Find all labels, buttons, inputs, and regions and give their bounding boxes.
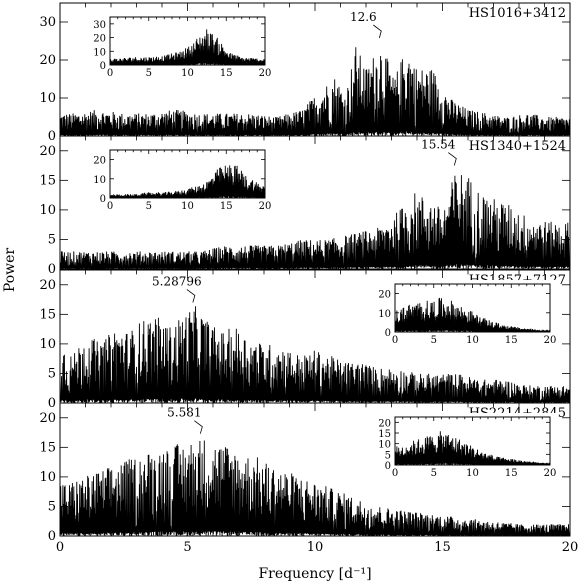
panel-4-x-tick-label: 10 bbox=[307, 540, 324, 555]
panel-2-inset-y-tick-label: 0 bbox=[100, 194, 106, 205]
panel-2-inset-y-tick-label: 10 bbox=[93, 175, 106, 186]
panel-1-y-tick-label: 30 bbox=[39, 15, 56, 30]
panel-1-peak-leader bbox=[373, 24, 382, 39]
panel-1-inset-x-tick-label: 0 bbox=[107, 68, 113, 79]
panel-3-peak-leader bbox=[186, 289, 196, 303]
panel-3-inset: 0 10 20 0 5 10 15 20 bbox=[363, 280, 558, 346]
panel-4-inset-x-tick-label: 0 bbox=[392, 468, 398, 479]
panel-4-inset-y-tick-label: 10 bbox=[378, 440, 391, 451]
panel-2-inset-x-tick-label: 15 bbox=[220, 201, 233, 212]
panel-4-x-tick-label: 20 bbox=[562, 540, 579, 555]
panel-3-peak-label: 5.28796 bbox=[152, 274, 202, 288]
panel-4-spectrum-series bbox=[60, 440, 570, 536]
panel-2-inset-x-tick-label: 10 bbox=[181, 201, 194, 212]
panel-1-inset-x-tick-label: 20 bbox=[259, 68, 272, 79]
panel-2-inset-series bbox=[110, 165, 265, 198]
panel-3-y-tick-label: 10 bbox=[39, 337, 56, 352]
panel-3-inset-x-tick-label: 0 bbox=[392, 335, 398, 346]
panel-4-y-tick-label: 20 bbox=[39, 411, 56, 426]
panel-4-inset-x-tick-label: 20 bbox=[544, 468, 557, 479]
panel-1-inset-x-tick-label: 10 bbox=[181, 68, 194, 79]
panel-1-inset-y-tick-label: 0 bbox=[100, 61, 106, 72]
panel-4-peak-leader bbox=[194, 420, 203, 434]
panel-2-spectrum-series bbox=[60, 175, 570, 269]
panel-2-y-tick-label: 0 bbox=[48, 262, 56, 277]
panel-3-inset-series bbox=[395, 297, 550, 332]
panel-3-inset-x-tick-label: 10 bbox=[466, 335, 479, 346]
panel-4-x-tick-label: 15 bbox=[434, 540, 451, 555]
panel-2: 0 5 10 15 20 HS1340+1524 15.54 0 10 20 0 5 10 15 20 bbox=[39, 135, 571, 277]
panel-2-inset: 0 10 20 0 5 10 15 20 bbox=[78, 146, 273, 212]
panel-2-inset-y-tick-label: 20 bbox=[93, 156, 106, 167]
panel-4-y-tick-label: 10 bbox=[39, 470, 56, 485]
panel-4: 0510152005101520HS2214+28455.58105101520… bbox=[39, 402, 579, 555]
panel-1-inset-x-tick-label: 5 bbox=[146, 68, 152, 79]
panel-1-inset-x-tick-label: 15 bbox=[220, 68, 233, 79]
panel-3-inset-x-tick-label: 5 bbox=[431, 335, 437, 346]
panel-3-spectrum-series bbox=[60, 306, 570, 403]
panel-4-y-tick-label: 0 bbox=[48, 529, 56, 544]
panel-4-x-tick-label: 5 bbox=[183, 540, 191, 555]
panel-3-y-tick-label: 0 bbox=[48, 396, 56, 411]
panel-4-x-tick-label: 0 bbox=[56, 540, 64, 555]
panel-1-peak-label: 12.6 bbox=[350, 10, 377, 24]
panel-1-inset-series bbox=[110, 29, 265, 65]
panel-3-y-tick-label: 15 bbox=[39, 307, 56, 322]
panel-4-inset-y-tick-label: 15 bbox=[378, 429, 391, 440]
panel-3-inset-y-tick-label: 20 bbox=[378, 290, 391, 301]
panel-2-peak-label: 15.54 bbox=[421, 138, 456, 152]
panel-2-inset-x-tick-label: 5 bbox=[146, 201, 152, 212]
panel-3-y-tick-label: 20 bbox=[39, 278, 56, 293]
panel-4-inset-x-tick-label: 5 bbox=[431, 468, 437, 479]
panel-2-peak-leader bbox=[448, 152, 457, 166]
panel-3-inset-y-tick-label: 0 bbox=[385, 328, 391, 339]
panel-1-spectrum-series bbox=[60, 47, 570, 136]
panel-3-inset-y-tick-label: 10 bbox=[378, 309, 391, 320]
panel-3-inset-x-tick-label: 20 bbox=[544, 335, 557, 346]
panel-1-y-tick-label: 10 bbox=[39, 91, 56, 106]
panel-1-y-tick-label: 20 bbox=[39, 53, 56, 68]
panel-1-inset-y-tick-label: 10 bbox=[93, 47, 106, 58]
panel-3-y-tick-label: 5 bbox=[48, 366, 56, 381]
panel-2-y-tick-label: 20 bbox=[39, 144, 56, 159]
panel-1-inset-y-tick-label: 30 bbox=[93, 20, 106, 31]
panel-4-inset-y-tick-label: 0 bbox=[385, 461, 391, 472]
panel-4-inset-x-tick-label: 10 bbox=[466, 468, 479, 479]
panel-4-peak-label: 5.581 bbox=[167, 406, 201, 420]
panel-4-inset-x-tick-label: 15 bbox=[505, 468, 518, 479]
panel-2-y-tick-label: 10 bbox=[39, 203, 56, 218]
panel-4-y-tick-label: 15 bbox=[39, 440, 56, 455]
panel-2-star-name: HS1340+1524 bbox=[469, 139, 566, 154]
panel-4-y-tick-label: 5 bbox=[48, 499, 56, 514]
panel-1-y-tick-label: 0 bbox=[48, 129, 56, 144]
panel-3-inset-x-tick-label: 15 bbox=[505, 335, 518, 346]
panel-2-y-tick-label: 15 bbox=[39, 173, 56, 188]
panel-4-inset-series bbox=[395, 431, 550, 465]
y-axis-title: Power bbox=[2, 248, 18, 293]
panel-4-inset-y-tick-label: 20 bbox=[378, 418, 391, 429]
panel-2-inset-x-tick-label: 0 bbox=[107, 201, 113, 212]
panel-1-inset-y-tick-label: 20 bbox=[93, 34, 106, 45]
panel-2-inset-x-tick-label: 20 bbox=[259, 201, 272, 212]
panel-2-y-tick-label: 5 bbox=[48, 232, 56, 247]
panel-1-star-name: HS1016+3412 bbox=[469, 6, 566, 21]
panel-4-inset-y-tick-label: 5 bbox=[385, 450, 391, 461]
x-axis-title: Frequency [d⁻¹] bbox=[258, 566, 371, 582]
